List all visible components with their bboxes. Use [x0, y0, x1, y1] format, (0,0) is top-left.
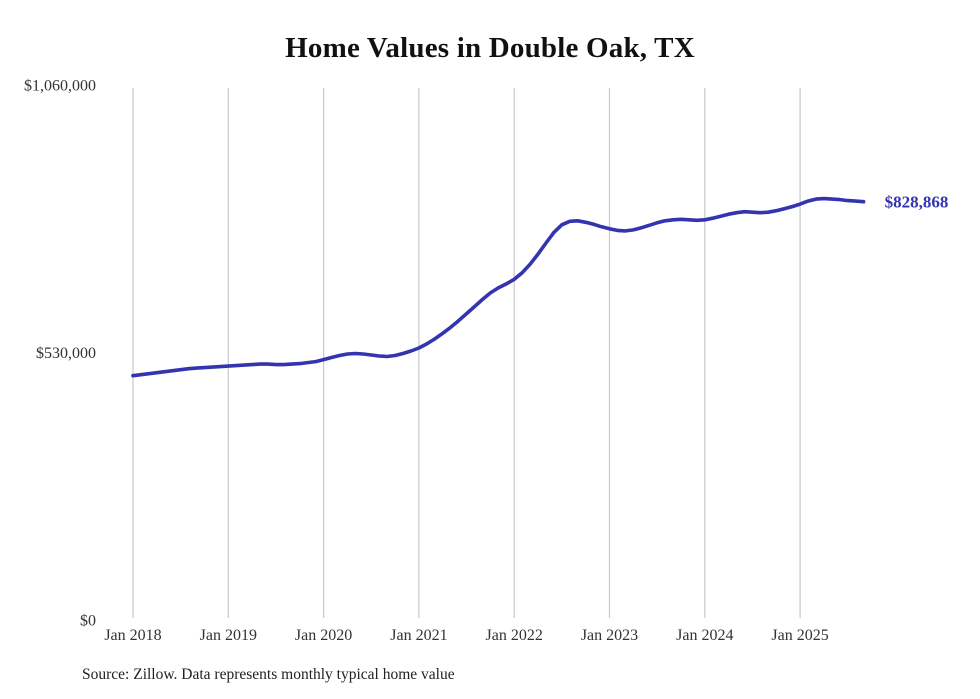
x-tick-label: Jan 2022	[486, 627, 543, 644]
x-tick-label: Jan 2024	[676, 627, 733, 644]
y-tick-label: $0	[80, 613, 96, 630]
chart-title: Home Values in Double Oak, TX	[285, 32, 695, 64]
y-tick-label: $1,060,000	[24, 78, 96, 95]
source-note: Source: Zillow. Data represents monthly …	[82, 666, 455, 683]
x-tick-label: Jan 2018	[104, 627, 161, 644]
y-tick-label: $530,000	[36, 345, 96, 362]
x-tick-label: Jan 2020	[295, 627, 352, 644]
home-value-line	[131, 196, 866, 378]
x-tick-label: Jan 2025	[771, 627, 828, 644]
x-tick-label: Jan 2021	[390, 627, 447, 644]
x-tick-label: Jan 2019	[200, 627, 257, 644]
x-tick-label: Jan 2023	[581, 627, 638, 644]
end-value-label: $828,868	[885, 193, 949, 212]
